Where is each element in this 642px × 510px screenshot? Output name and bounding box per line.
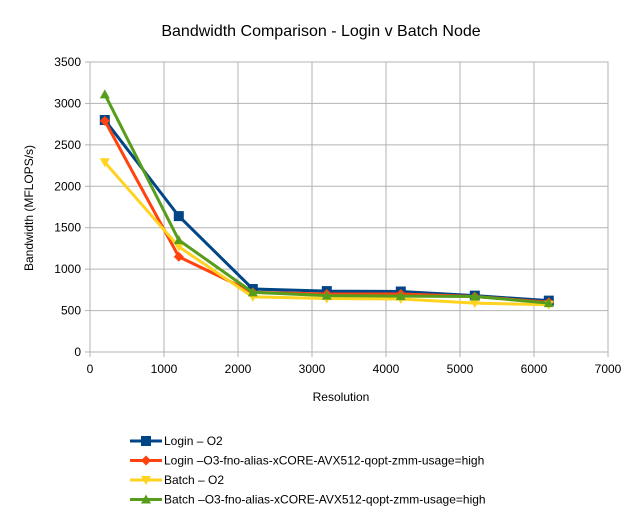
series-line [103,120,549,304]
legend-label: Login – O2 [164,434,223,448]
x-tick-label: 6000 [521,362,548,376]
series-layer [99,89,554,310]
x-tick-label: 1000 [151,362,178,376]
series-line [103,119,549,303]
data-point [469,299,480,309]
series-line [103,93,549,305]
legend-marker [141,436,151,446]
data-point [173,242,184,252]
series-1 [99,115,554,306]
data-point [321,290,332,300]
legend-label: Batch – O2 [164,473,224,487]
y-tick-label: 3500 [54,55,81,69]
x-tick-label: 2000 [225,362,252,376]
data-point [173,211,184,222]
legend-marker [141,494,151,504]
y-axis-label: Bandwidth (MFLOPS/s) [22,145,36,271]
chart-title: Bandwidth Comparison - Login v Batch Nod… [161,23,480,40]
data-point [173,251,184,262]
data-point [395,291,406,301]
x-tick-label: 5000 [447,362,474,376]
series-4 [99,89,554,308]
x-tick-label: 7000 [595,362,622,376]
legend-marker [141,476,151,485]
legend-item: Login – O2 [130,434,223,448]
legend-item: Batch –O3-fno-alias-xCORE-AVX512-qopt-zm… [130,493,486,507]
data-point [99,89,110,99]
y-tick-label: 3000 [54,96,81,110]
data-point [99,115,110,126]
y-axis: 0 500 1000 1500 2000 2500 3000 3500 [54,55,90,359]
y-tick-label: 2500 [54,138,81,152]
data-point [173,235,184,245]
y-tick-label: 1500 [54,221,81,235]
legend: Login – O2 Login –O3-fno-alias-xCORE-AVX5… [130,434,486,507]
x-tick-label: 3000 [299,362,326,376]
y-tick-label: 0 [74,345,81,359]
legend-label: Login –O3-fno-alias-xCORE-AVX512-qopt-zm… [164,454,484,468]
y-tick-label: 1000 [54,262,81,276]
legend-label: Batch –O3-fno-alias-xCORE-AVX512-qopt-zm… [164,493,486,507]
x-axis-label: Resolution [313,390,370,404]
legend-marker [141,455,151,466]
y-tick-label: 500 [61,304,81,318]
legend-item: Batch – O2 [130,473,224,487]
series-line [103,161,549,307]
x-tick-label: 4000 [373,362,400,376]
plot-frame [89,61,609,353]
x-tick-label: 0 [87,362,94,376]
grid [89,61,609,353]
data-point [99,158,110,168]
data-point [543,298,554,308]
data-point [469,291,480,301]
x-axis: 0 1000 2000 3000 4000 5000 6000 7000 [87,352,622,376]
data-point [247,287,258,297]
legend-item: Login –O3-fno-alias-xCORE-AVX512-qopt-zm… [130,454,484,468]
y-tick-label: 2000 [54,179,81,193]
